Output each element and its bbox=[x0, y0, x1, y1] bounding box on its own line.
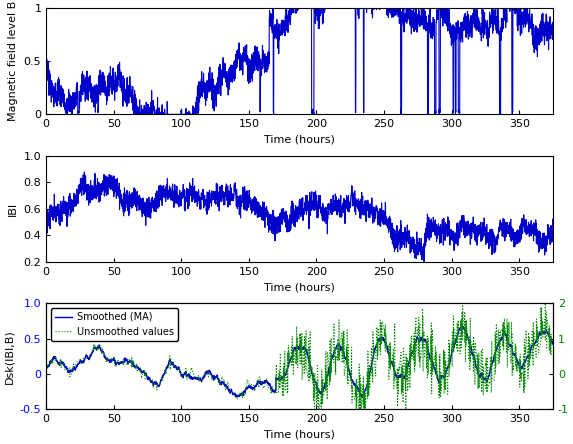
Legend: Smoothed (MA), Unsmoothed values: Smoothed (MA), Unsmoothed values bbox=[51, 308, 178, 341]
Y-axis label: IBI: IBI bbox=[8, 202, 18, 216]
Unsmoothed values bbox=[43, 367, 50, 372]
Unsmoothed values bbox=[98, 351, 105, 356]
X-axis label: Time (hours): Time (hours) bbox=[264, 135, 335, 145]
Smoothed (MA) bbox=[485, 374, 492, 380]
Smoothed (MA) bbox=[237, 392, 244, 398]
Unsmoothed values bbox=[395, 372, 402, 377]
Smoothed (MA) bbox=[43, 366, 50, 371]
Unsmoothed values bbox=[421, 341, 427, 346]
Smoothed (MA) bbox=[540, 329, 547, 335]
Unsmoothed values bbox=[311, 407, 318, 412]
Smoothed (MA) bbox=[100, 351, 107, 356]
Smoothed (MA) bbox=[131, 364, 138, 369]
Smoothed (MA) bbox=[458, 323, 465, 328]
Unsmoothed values bbox=[527, 344, 533, 349]
Smoothed (MA) bbox=[359, 395, 366, 400]
Unsmoothed values bbox=[487, 354, 494, 360]
Unsmoothed values bbox=[548, 342, 555, 348]
X-axis label: Time (hours): Time (hours) bbox=[264, 282, 335, 292]
Y-axis label: Dsk(IBI,B): Dsk(IBI,B) bbox=[4, 329, 14, 384]
Line: Unsmoothed values: Unsmoothed values bbox=[46, 303, 551, 409]
Line: Smoothed (MA): Smoothed (MA) bbox=[46, 325, 553, 397]
Smoothed (MA) bbox=[259, 381, 266, 386]
Unsmoothed values bbox=[391, 359, 398, 365]
Smoothed (MA) bbox=[550, 340, 556, 345]
X-axis label: Time (hours): Time (hours) bbox=[264, 430, 335, 440]
Y-axis label: Magnetic field level B: Magnetic field level B bbox=[8, 1, 18, 121]
Unsmoothed values bbox=[459, 301, 466, 306]
